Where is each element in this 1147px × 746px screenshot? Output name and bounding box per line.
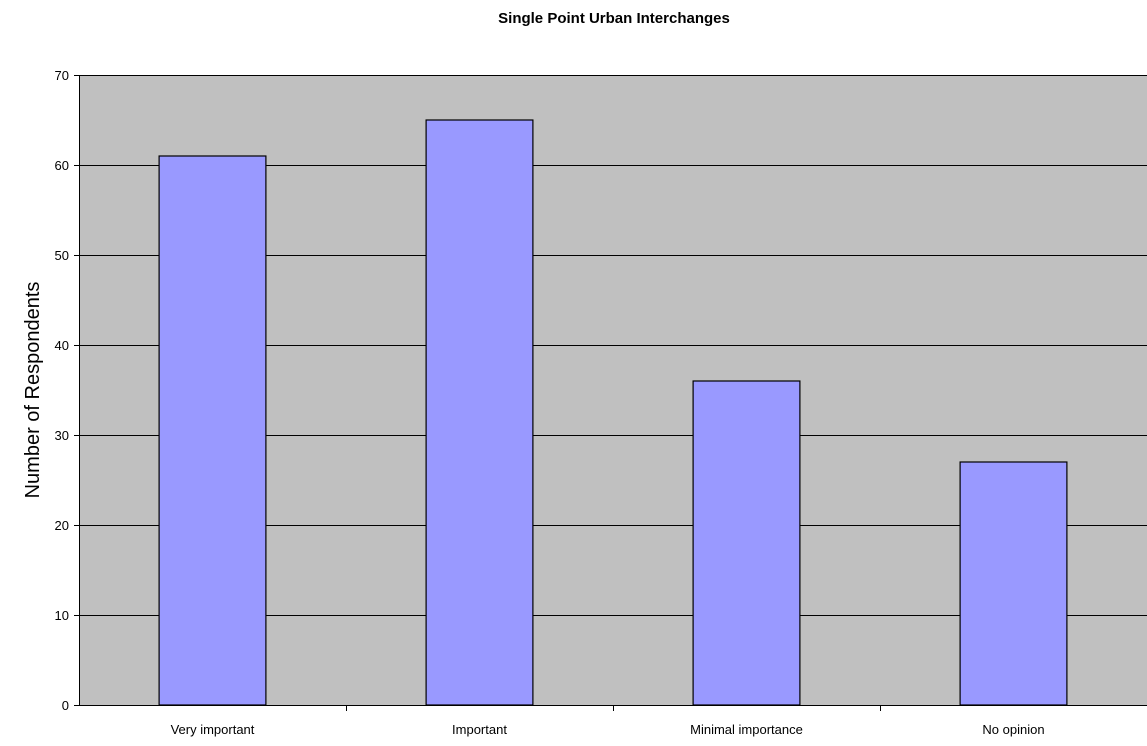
bar — [158, 155, 267, 706]
y-tick-label: 70 — [55, 68, 69, 83]
x-tick-label: Minimal importance — [690, 722, 803, 737]
x-tick-label: Important — [452, 722, 507, 737]
plot-area: 0 10 20 30 40 50 60 70 Very important Important Mi… — [55, 68, 1147, 737]
bar — [425, 119, 534, 706]
y-tick-label: 40 — [55, 338, 69, 353]
y-tick-label: 10 — [55, 608, 69, 623]
bar — [692, 380, 801, 706]
y-tick-label: 0 — [62, 698, 69, 713]
y-tick-label: 60 — [55, 158, 69, 173]
y-tick-label: 50 — [55, 248, 69, 263]
y-tick-label: 20 — [55, 518, 69, 533]
x-tick-label: Very important — [171, 722, 255, 737]
y-tick-label: 30 — [55, 428, 69, 443]
y-axis-title: Number of Respondents — [22, 282, 44, 499]
x-tick-label: No opinion — [982, 722, 1044, 737]
chart-title: Single Point Urban Interchanges — [498, 10, 730, 27]
bar — [959, 461, 1068, 706]
